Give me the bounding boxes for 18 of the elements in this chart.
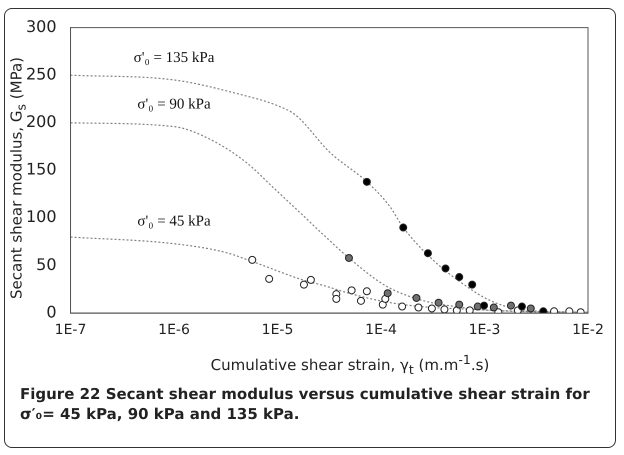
x-tick-label: 1E-2 <box>572 322 604 338</box>
y-tick-label: 50 <box>36 254 57 274</box>
y-tick-label: 150 <box>26 160 57 179</box>
y-tick-label: 100 <box>26 207 57 226</box>
y-tick-label: 0 <box>46 302 57 322</box>
x-tick-label: 1E-7 <box>54 322 86 338</box>
caption: Figure 22 Secant shear modulus versus cumulative shear strain for σ′₀= 45 kPa, 90 kPa and 135 kPa. <box>20 384 591 424</box>
x-axis-title: Cumulative shear strain, γ$_{t}$ (m.m$^{-1}$.s) <box>210 352 490 377</box>
series-label: σ'₀ = 135 kPa <box>134 50 215 66</box>
x-tick-label: 1E-3 <box>468 322 500 338</box>
y-tick-label: 200 <box>26 112 57 131</box>
series-label: σ'₀ = 45 kPa <box>137 214 211 230</box>
y-tick-label: 250 <box>26 64 57 84</box>
y-tick-label: 300 <box>26 16 57 36</box>
x-tick-label: 1E-5 <box>262 322 294 338</box>
series-label: σ'₀ = 90 kPa <box>137 96 211 113</box>
x-tick-label: 1E-6 <box>158 322 190 338</box>
x-tick-label: 1E-4 <box>365 322 397 338</box>
